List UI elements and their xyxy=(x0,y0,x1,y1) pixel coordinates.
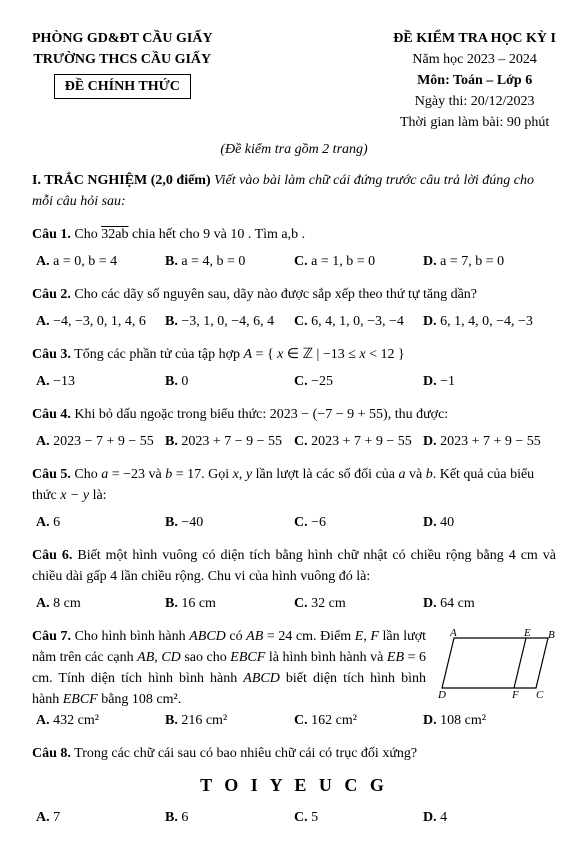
q2-stem: Cho các dãy số nguyên sau, dãy nào được … xyxy=(74,287,477,302)
section-1: I. TRẮC NGHIỆM (2,0 điểm) Viết vào bài l… xyxy=(32,170,556,212)
exam-title: ĐỀ KIỂM TRA HỌC KỲ I xyxy=(393,28,556,49)
q8-stem: Trong các chữ cái sau có bao nhiêu chữ c… xyxy=(74,746,417,761)
question-1: Câu 1. Câu 1. Cho Cho 32ab chia hết cho … xyxy=(32,224,556,272)
q6-A: A. 8 cm xyxy=(36,593,165,614)
question-5: Câu 5. Cho a = −23 và b = 17. Gọi x, y l… xyxy=(32,464,556,533)
subject: Môn: Toán – Lớp 6 xyxy=(393,70,556,91)
question-6: Câu 6. Biết một hình vuông có diện tích … xyxy=(32,545,556,614)
fig-label-E: E xyxy=(523,627,531,639)
section-1-title: I. TRẮC NGHIỆM (2,0 điểm) xyxy=(32,173,211,188)
official-box: ĐỀ CHÍNH THỨC xyxy=(54,74,191,99)
q3-B: B. 0 xyxy=(165,371,294,392)
q2-B: B. −3, 1, 0, −4, 6, 4 xyxy=(165,311,294,332)
q1-C: C. a = 1, b = 0 xyxy=(294,251,423,272)
fig-label-A: A xyxy=(449,627,457,639)
question-2: Câu 2. Cho các dãy số nguyên sau, dãy nà… xyxy=(32,284,556,332)
fig-label-F: F xyxy=(511,689,519,701)
q8-A: A. 7 xyxy=(36,807,165,828)
q8-C: C. 5 xyxy=(294,807,423,828)
page-note: (Đề kiểm tra gồm 2 trang) xyxy=(32,139,556,160)
question-3: Câu 3. Tổng các phần tử của tập hợp A = … xyxy=(32,344,556,392)
q7-A: A. 432 cm² xyxy=(36,710,165,731)
q1-D: D. a = 7, b = 0 xyxy=(423,251,552,272)
q7-B: B. 216 cm² xyxy=(165,710,294,731)
q6-D: D. 64 cm xyxy=(423,593,552,614)
q4-D: D. 2023 + 7 + 9 − 55 xyxy=(423,431,552,452)
q1-number: 32ab xyxy=(101,227,128,242)
parallelogram-figure: A E B C F D xyxy=(436,626,556,706)
q3-D: D. −1 xyxy=(423,371,552,392)
q5-A: A. 6 xyxy=(36,512,165,533)
question-7: Câu 7. Cho hình bình hành ABCD có AB = 2… xyxy=(32,626,556,731)
q1-A: A. a = 0, b = 4 xyxy=(36,251,165,272)
header: PHÒNG GD&ĐT CẦU GIẤY TRƯỜNG THCS CẦU GIẤ… xyxy=(32,28,556,133)
q6-B: B. 16 cm xyxy=(165,593,294,614)
q2-C: C. 6, 4, 1, 0, −3, −4 xyxy=(294,311,423,332)
q4-A: A. 2023 − 7 + 9 − 55 xyxy=(36,431,165,452)
q7-C: C. 162 cm² xyxy=(294,710,423,731)
date: Ngày thi: 20/12/2023 xyxy=(393,91,556,112)
q8-B: B. 6 xyxy=(165,807,294,828)
q8-word: T O I Y E U C G xyxy=(32,772,556,799)
q4-B: B. 2023 + 7 − 9 − 55 xyxy=(165,431,294,452)
fig-label-C: C xyxy=(536,689,544,701)
question-4: Câu 4. Khi bỏ dấu ngoặc trong biểu thức:… xyxy=(32,404,556,452)
q2-A: A. −4, −3, 0, 1, 4, 6 xyxy=(36,311,165,332)
q5-B: B. −40 xyxy=(165,512,294,533)
q1-stem-b: chia hết cho 9 và 10 . Tìm a,b . xyxy=(128,227,305,242)
q3-C: C. −25 xyxy=(294,371,423,392)
fig-label-D: D xyxy=(437,689,446,701)
q1-B: B. a = 4, b = 0 xyxy=(165,251,294,272)
dept: PHÒNG GD&ĐT CẦU GIẤY xyxy=(32,28,213,49)
q4-C: C. 2023 + 7 + 9 − 55 xyxy=(294,431,423,452)
question-8: Câu 8. Trong các chữ cái sau có bao nhiê… xyxy=(32,743,556,828)
school: TRƯỜNG THCS CẦU GIẤY xyxy=(32,49,213,70)
time: Thời gian làm bài: 90 phút xyxy=(393,112,556,133)
q1-label: Câu 1. xyxy=(32,227,71,242)
q5-C: C. −6 xyxy=(294,512,423,533)
q8-D: D. 4 xyxy=(423,807,552,828)
year: Năm học 2023 – 2024 xyxy=(393,49,556,70)
q5-D: D. 40 xyxy=(423,512,552,533)
q2-D: D. 6, 1, 4, 0, −4, −3 xyxy=(423,311,552,332)
q6-C: C. 32 cm xyxy=(294,593,423,614)
q7-D: D. 108 cm² xyxy=(423,710,552,731)
q3-A: A. −13 xyxy=(36,371,165,392)
fig-label-B: B xyxy=(548,629,555,641)
